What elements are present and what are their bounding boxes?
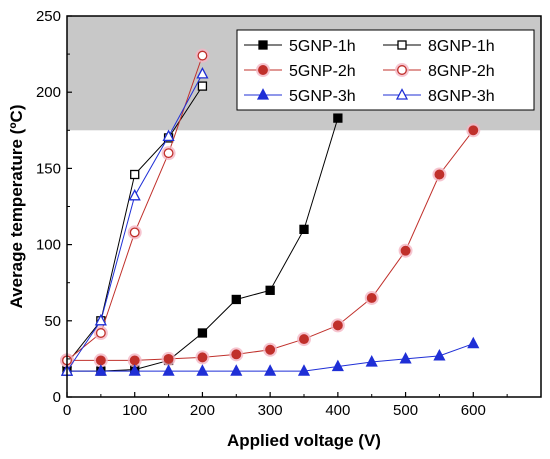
data-point bbox=[333, 113, 343, 123]
data-point bbox=[197, 50, 208, 61]
x-tick-label: 200 bbox=[190, 402, 215, 419]
x-tick-label: 500 bbox=[393, 402, 418, 419]
legend-item: 8GNP-2h bbox=[383, 63, 495, 80]
data-point bbox=[231, 349, 242, 360]
legend-swatch-marker bbox=[256, 88, 270, 100]
legend-swatch-marker bbox=[397, 65, 407, 75]
legend-label: 8GNP-2h bbox=[428, 63, 495, 80]
data-point bbox=[162, 129, 175, 142]
series-5GNP-2h bbox=[60, 123, 481, 368]
legend-item: 5GNP-3h bbox=[244, 88, 356, 105]
y-axis-title: Average temperature (ºC) bbox=[7, 105, 26, 309]
data-point bbox=[95, 355, 106, 366]
data-point bbox=[128, 364, 141, 376]
data-point bbox=[163, 148, 174, 159]
legend-label: 5GNP-1h bbox=[289, 38, 356, 55]
ticks-layer: 0 100 200 300 400 500 600 0 50 100 150 200 250 bbox=[36, 8, 508, 419]
data-point bbox=[299, 224, 309, 235]
legend-label: 5GNP-2h bbox=[289, 63, 356, 80]
data-point bbox=[162, 364, 175, 376]
x-tick-label: 600 bbox=[461, 402, 486, 419]
data-point bbox=[196, 364, 209, 376]
series-layer bbox=[60, 48, 481, 376]
legend-swatch-marker bbox=[397, 40, 407, 50]
y-tick-label: 250 bbox=[36, 8, 61, 25]
data-point bbox=[468, 125, 479, 136]
legend-swatch-marker bbox=[258, 40, 268, 50]
data-point bbox=[331, 359, 344, 372]
data-point bbox=[265, 285, 275, 295]
legend-item: 5GNP-1h bbox=[244, 38, 356, 55]
data-point bbox=[400, 245, 411, 256]
y-tick-label: 100 bbox=[36, 237, 61, 254]
data-point bbox=[399, 352, 412, 364]
legend-swatch-marker bbox=[395, 88, 409, 100]
x-axis-title: Applied voltage (V) bbox=[227, 431, 381, 450]
data-point bbox=[128, 188, 141, 201]
data-point bbox=[129, 355, 140, 366]
legend-swatch-marker bbox=[258, 65, 268, 75]
legend-item: 8GNP-3h bbox=[383, 88, 495, 105]
data-point bbox=[95, 328, 106, 338]
data-point bbox=[264, 364, 277, 376]
data-point bbox=[230, 364, 243, 376]
data-point bbox=[297, 364, 311, 376]
legend-label: 5GNP-3h bbox=[289, 88, 356, 105]
data-point bbox=[299, 334, 309, 345]
series-8GNP-2h bbox=[60, 48, 210, 368]
y-tick-label: 150 bbox=[36, 160, 61, 177]
legend-item: 5GNP-2h bbox=[244, 63, 356, 80]
data-point bbox=[196, 67, 209, 79]
y-tick-label: 50 bbox=[44, 313, 61, 330]
data-point bbox=[332, 320, 343, 331]
data-point bbox=[433, 348, 446, 361]
x-tick-label: 400 bbox=[325, 402, 350, 419]
data-point bbox=[197, 352, 208, 363]
legend-item: 8GNP-1h bbox=[383, 38, 495, 55]
x-tick-label: 300 bbox=[258, 402, 283, 419]
legend-label: 8GNP-3h bbox=[428, 88, 495, 105]
data-point bbox=[94, 313, 107, 326]
y-tick-label: 200 bbox=[36, 84, 61, 101]
data-point bbox=[434, 169, 445, 180]
data-point bbox=[366, 292, 377, 303]
data-point bbox=[130, 169, 140, 180]
data-point bbox=[197, 81, 208, 91]
y-tick-label: 0 bbox=[53, 389, 61, 406]
x-tick-label: 0 bbox=[63, 402, 71, 419]
series-5GNP-3h bbox=[60, 336, 480, 376]
data-point bbox=[94, 364, 107, 376]
series-line bbox=[67, 129, 474, 361]
legend: 5GNP-1h 8GNP-1h 5GNP-2h 8GNP-2h 5GNP-3h 8GNP-… bbox=[236, 29, 535, 111]
x-tick-label: 100 bbox=[122, 402, 147, 419]
data-point bbox=[365, 355, 378, 367]
data-point bbox=[231, 294, 241, 305]
data-point bbox=[197, 328, 208, 338]
data-point bbox=[163, 353, 174, 364]
data-point bbox=[467, 336, 480, 349]
data-point bbox=[129, 227, 140, 238]
data-point bbox=[265, 344, 276, 355]
legend-label: 8GNP-1h bbox=[428, 38, 495, 55]
